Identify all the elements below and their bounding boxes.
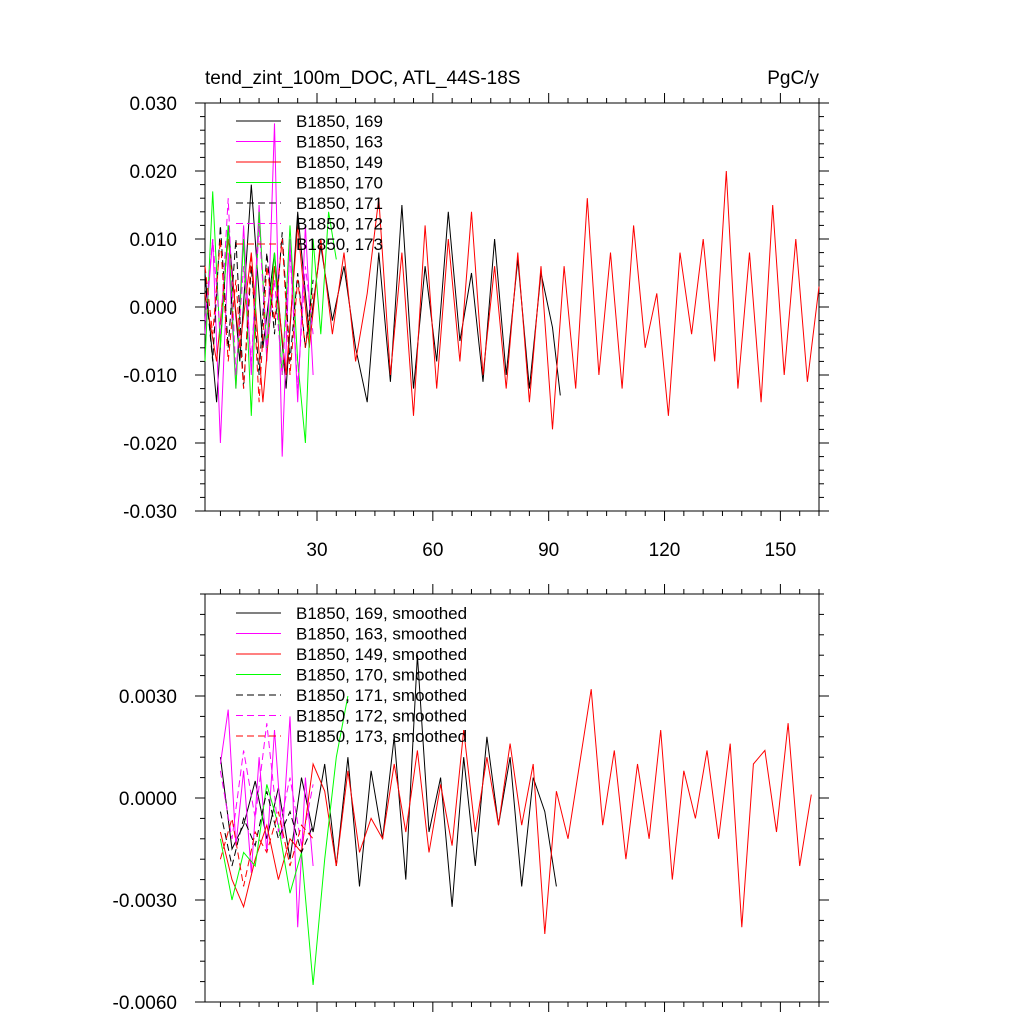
y-tick-label: -0.0060 (113, 993, 177, 1014)
y-tick-label: 0.020 (129, 162, 177, 183)
x-tick-label: 90 (538, 540, 559, 561)
series-line (204, 184, 561, 403)
legend-label: B1850, 170 (296, 174, 383, 193)
series-line (219, 689, 812, 935)
x-tick-label: 120 (649, 540, 681, 561)
legend-label: B1850, 163 (296, 133, 383, 152)
y-tick-label: 0.0000 (119, 789, 177, 810)
x-tick-label: 30 (306, 540, 327, 561)
legend-label: B1850, 173, smoothed (296, 727, 467, 746)
y-tick-label: 0.030 (129, 94, 177, 115)
y-tick-label: -0.020 (123, 434, 177, 455)
legend-label: B1850, 170, smoothed (296, 666, 467, 685)
legend-label: B1850, 169, smoothed (296, 604, 467, 623)
units-label: PgC/y (767, 68, 819, 89)
series-line (204, 238, 314, 403)
y-tick-label: 0.0030 (119, 687, 177, 708)
legend-label: B1850, 172 (296, 215, 383, 234)
chart-title: tend_zint_100m_DOC, ATL_44S-18S (205, 68, 520, 89)
legend-label: B1850, 172, smoothed (296, 707, 467, 726)
series-line (204, 198, 314, 389)
series-line (219, 695, 349, 986)
legend-label: B1850, 169 (296, 112, 383, 131)
y-tick-label: 0.010 (129, 230, 177, 251)
legend-label: B1850, 149, smoothed (296, 645, 467, 664)
series-line (219, 811, 314, 887)
series-line (204, 225, 314, 389)
y-tick-label: -0.0030 (113, 891, 177, 912)
legend-label: B1850, 149 (296, 153, 383, 172)
x-tick-label: 150 (765, 540, 797, 561)
legend-label: B1850, 171, smoothed (296, 686, 467, 705)
y-tick-label: -0.010 (123, 366, 177, 387)
series-line (219, 723, 314, 846)
x-tick-label: 60 (422, 540, 443, 561)
series-line (204, 191, 337, 444)
legend-label: B1850, 163, smoothed (296, 625, 467, 644)
legend-label: B1850, 171 (296, 194, 383, 213)
y-tick-label: 0.000 (129, 298, 177, 319)
y-tick-label: -0.030 (123, 502, 177, 523)
legend-label: B1850, 173 (296, 235, 383, 254)
series-line (219, 791, 314, 867)
